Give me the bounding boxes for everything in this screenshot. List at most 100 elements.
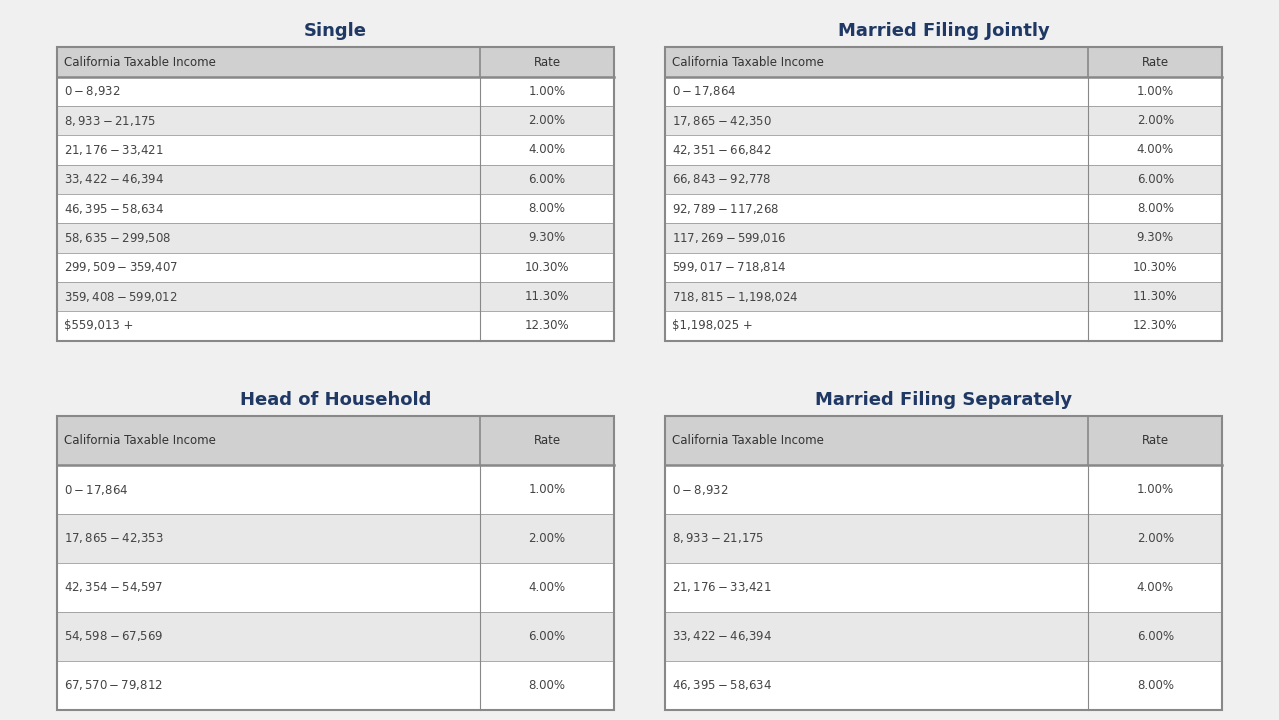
Bar [665,514,1223,563]
Text: $21,176 - $33,421: $21,176 - $33,421 [64,143,164,157]
Bar [56,563,614,612]
Text: 4.00%: 4.00% [1137,581,1174,594]
Bar [665,416,1223,465]
Bar [665,311,1223,341]
Bar [56,612,614,661]
Text: Married Filing Separately: Married Filing Separately [815,391,1072,409]
Bar [56,48,614,341]
Text: $0 - $8,932: $0 - $8,932 [64,84,120,99]
Text: 1.00%: 1.00% [528,483,565,496]
Bar [665,416,1223,709]
Bar [56,165,614,194]
Text: Rate: Rate [533,434,560,447]
Text: California Taxable Income: California Taxable Income [671,55,824,68]
Bar [56,135,614,165]
Text: $46,395 - $58,634: $46,395 - $58,634 [671,678,773,692]
Text: Married Filing Jointly: Married Filing Jointly [838,22,1050,40]
Text: $599,017 - $718,814: $599,017 - $718,814 [671,260,787,274]
Text: Rate: Rate [1142,55,1169,68]
Text: $299,509 - $359,407: $299,509 - $359,407 [64,260,178,274]
Text: 9.30%: 9.30% [1137,231,1174,244]
Bar [665,135,1223,165]
Text: 12.30%: 12.30% [524,320,569,333]
Bar [665,48,1223,76]
Text: 8.00%: 8.00% [1137,202,1174,215]
Text: California Taxable Income: California Taxable Income [64,55,216,68]
Bar [56,106,614,135]
Bar [665,612,1223,661]
Text: $0 - $17,864: $0 - $17,864 [671,84,737,99]
Text: 2.00%: 2.00% [528,532,565,545]
Bar [56,514,614,563]
Text: $58,635 - $299,508: $58,635 - $299,508 [64,231,171,245]
Bar [665,282,1223,311]
Text: $559,013 +: $559,013 + [64,320,133,333]
Text: $17,865 - $42,350: $17,865 - $42,350 [671,114,773,127]
Text: $8,933 - $21,175: $8,933 - $21,175 [671,531,765,546]
Text: 10.30%: 10.30% [524,261,569,274]
Text: $67,570 - $79,812: $67,570 - $79,812 [64,678,162,692]
Text: $8,933 - $21,175: $8,933 - $21,175 [64,114,156,127]
Text: Head of Household: Head of Household [239,391,431,409]
Text: 1.00%: 1.00% [1137,85,1174,98]
Bar [665,48,1223,341]
Text: $718,815 - $1,198,024: $718,815 - $1,198,024 [671,289,798,304]
Text: 2.00%: 2.00% [1137,114,1174,127]
Text: 8.00%: 8.00% [528,678,565,692]
Text: 8.00%: 8.00% [1137,678,1174,692]
Text: $17,865 - $42,353: $17,865 - $42,353 [64,531,164,546]
Text: $1,198,025 +: $1,198,025 + [671,320,752,333]
Text: $42,351 - $66,842: $42,351 - $66,842 [671,143,771,157]
Bar [56,253,614,282]
Text: 4.00%: 4.00% [1137,143,1174,156]
Text: 2.00%: 2.00% [1137,532,1174,545]
Bar [665,194,1223,223]
Text: 1.00%: 1.00% [1137,483,1174,496]
Text: Rate: Rate [1142,434,1169,447]
Bar [665,563,1223,612]
Bar [665,223,1223,253]
Text: California Taxable Income: California Taxable Income [671,434,824,447]
Text: 9.30%: 9.30% [528,231,565,244]
Text: 6.00%: 6.00% [1137,173,1174,186]
Bar [56,416,614,465]
Text: 8.00%: 8.00% [528,202,565,215]
Bar [56,76,614,106]
Text: 10.30%: 10.30% [1133,261,1178,274]
Text: California Taxable Income: California Taxable Income [64,434,216,447]
Text: 1.00%: 1.00% [528,85,565,98]
Bar [56,48,614,76]
Text: 11.30%: 11.30% [524,290,569,303]
Bar [665,106,1223,135]
Text: 4.00%: 4.00% [528,581,565,594]
Text: $54,598 - $67,569: $54,598 - $67,569 [64,629,164,643]
Bar [56,223,614,253]
Text: $46,395 - $58,634: $46,395 - $58,634 [64,202,164,215]
Text: $33,422 - $46,394: $33,422 - $46,394 [671,629,773,643]
Text: 6.00%: 6.00% [528,630,565,643]
Bar [665,253,1223,282]
Text: $92,789 - $117,268: $92,789 - $117,268 [671,202,779,215]
Text: $66,843 - $92,778: $66,843 - $92,778 [671,172,771,186]
Bar [56,194,614,223]
Text: 6.00%: 6.00% [528,173,565,186]
Text: $42,354 - $54,597: $42,354 - $54,597 [64,580,162,594]
Text: $0 - $17,864: $0 - $17,864 [64,482,128,497]
Bar [665,465,1223,514]
Bar [665,165,1223,194]
Text: $21,176 - $33,421: $21,176 - $33,421 [671,580,771,594]
Text: Rate: Rate [533,55,560,68]
Text: $359,408 - $599,012: $359,408 - $599,012 [64,289,178,304]
Bar [56,282,614,311]
Bar [56,661,614,709]
Text: $117,269 - $599,016: $117,269 - $599,016 [671,231,787,245]
Bar [56,465,614,514]
Text: $0 - $8,932: $0 - $8,932 [671,482,728,497]
Text: $33,422 - $46,394: $33,422 - $46,394 [64,172,164,186]
Bar [56,416,614,709]
Bar [665,76,1223,106]
Text: Single: Single [304,22,367,40]
Text: 12.30%: 12.30% [1133,320,1178,333]
Bar [56,311,614,341]
Text: 11.30%: 11.30% [1133,290,1178,303]
